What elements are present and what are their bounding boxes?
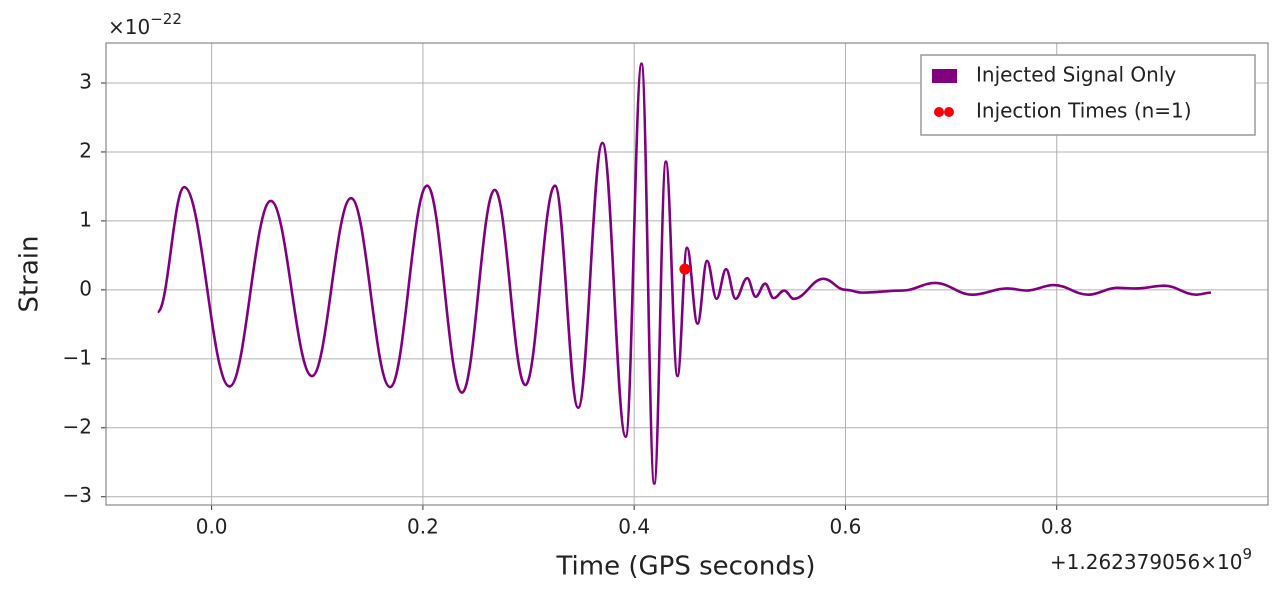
- y-tick-label: −1: [63, 345, 92, 369]
- legend-label: Injection Times (n=1): [976, 99, 1192, 123]
- y-tick-label: −3: [63, 483, 92, 507]
- legend-box: [920, 54, 1256, 136]
- x-offset-text: +1.262379056×109: [1050, 545, 1252, 574]
- legend-label: Injected Signal Only: [976, 63, 1176, 87]
- legend-swatch: [944, 107, 954, 117]
- legend-swatch: [934, 107, 944, 117]
- y-tick-label: 2: [79, 138, 92, 162]
- plot-frame: [105, 42, 1269, 506]
- x-tick-label: 0.4: [618, 515, 650, 539]
- y-tick-label: 1: [79, 207, 92, 231]
- legend: Injected Signal Only Injection Times (n=1…: [920, 54, 1256, 136]
- y-offset-text: ×10−22: [108, 10, 182, 39]
- x-tick-label: 0.2: [407, 515, 439, 539]
- x-tick-label: 0.0: [196, 515, 228, 539]
- signal-line: [156, 62, 1212, 485]
- offset-exponent: 9: [1242, 545, 1252, 563]
- offset-base: +1.262379056×10: [1050, 550, 1243, 574]
- y-tick-label: 0: [79, 276, 92, 300]
- y-tick-label: 3: [79, 69, 92, 93]
- x-tick-label: 0.8: [1041, 515, 1073, 539]
- x-axis-label: Time (GPS seconds): [555, 552, 815, 582]
- y-tick-label: −2: [63, 414, 92, 438]
- injection-point: [679, 263, 691, 275]
- legend-swatch: [932, 69, 957, 83]
- y-axis-label: Strain: [15, 235, 45, 312]
- offset-exponent: −22: [150, 10, 182, 28]
- offset-base: ×10: [108, 15, 150, 39]
- x-tick-label: 0.6: [830, 515, 862, 539]
